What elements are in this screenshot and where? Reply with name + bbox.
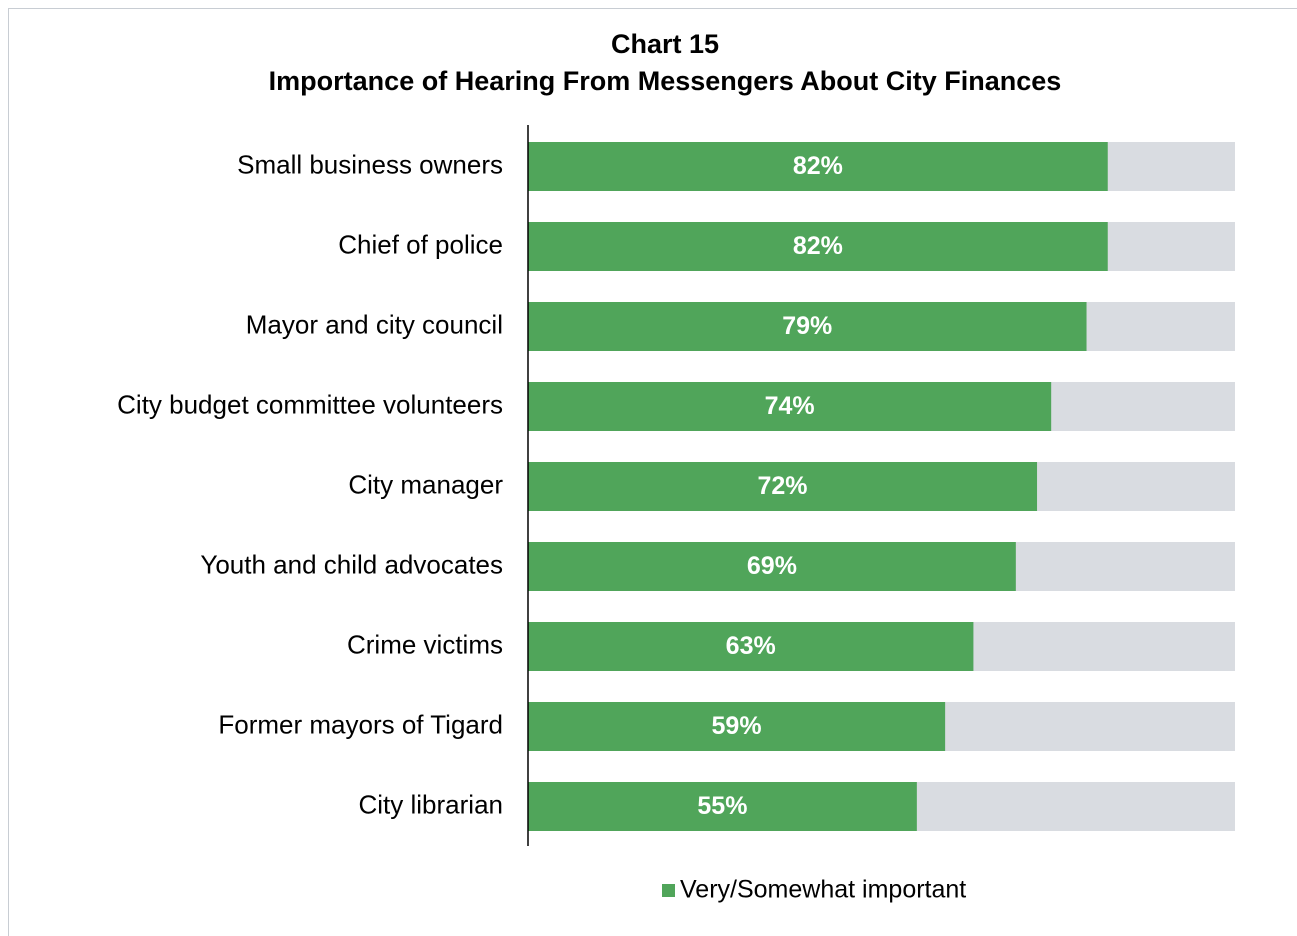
legend-swatch: [662, 884, 675, 897]
category-label: Crime victims: [347, 629, 503, 659]
bar: [528, 462, 1038, 511]
bar: [528, 702, 946, 751]
value-label: 69%: [747, 552, 797, 580]
value-label: 82%: [793, 152, 843, 180]
frame: [8, 8, 1297, 936]
legend-label: Very/Somewhat important: [680, 876, 966, 904]
value-label: 74%: [765, 392, 815, 420]
bar: [528, 382, 1052, 431]
value-label: 82%: [793, 232, 843, 260]
category-label: City budget committee volunteers: [117, 389, 503, 419]
category-label: City librarian: [359, 789, 504, 819]
bar: [528, 302, 1087, 351]
value-label: 55%: [697, 792, 747, 820]
value-label: 72%: [757, 472, 807, 500]
category-label: Former mayors of Tigard: [218, 709, 503, 739]
value-label: 63%: [726, 632, 776, 660]
value-label: 59%: [712, 712, 762, 740]
bar: [528, 622, 974, 671]
category-label: Chief of police: [338, 229, 503, 259]
bar: [528, 782, 917, 831]
bar: [528, 222, 1108, 271]
category-label: Mayor and city council: [246, 309, 503, 339]
value-label: 79%: [782, 312, 832, 340]
bar: [528, 142, 1108, 191]
category-label: Small business owners: [237, 149, 503, 179]
category-label: City manager: [348, 469, 503, 499]
chart-subtitle: Importance of Hearing From Messengers Ab…: [269, 66, 1062, 96]
bar: [528, 542, 1016, 591]
chart-title: Chart 15: [611, 29, 719, 59]
category-label: Youth and child advocates: [200, 549, 503, 579]
